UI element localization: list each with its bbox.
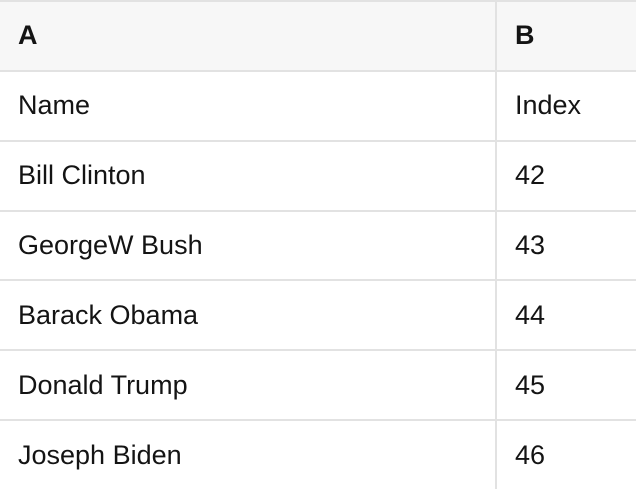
- table-row: Name Index: [0, 71, 636, 142]
- cell-column-a[interactable]: Name: [0, 71, 497, 140]
- cell-column-b[interactable]: Index: [515, 90, 582, 121]
- cell-column-a[interactable]: Bill Clinton: [0, 141, 497, 210]
- cell-column-b[interactable]: 46: [515, 439, 546, 470]
- column-header-b[interactable]: B: [515, 20, 535, 51]
- cell-column-b[interactable]: 42: [515, 160, 546, 191]
- table-row: Donald Trump 45: [0, 351, 636, 422]
- cell-column-b[interactable]: 45: [515, 369, 546, 400]
- table-row: Barack Obama 44: [0, 281, 636, 352]
- column-header-a[interactable]: A: [0, 2, 497, 70]
- cell-column-a[interactable]: Donald Trump: [0, 351, 497, 420]
- cell-column-b[interactable]: 44: [515, 299, 546, 330]
- column-header-row: A B: [0, 2, 636, 72]
- cell-column-a[interactable]: Barack Obama: [0, 281, 497, 350]
- table-row: Bill Clinton 42: [0, 141, 636, 212]
- table-row: Joseph Biden 46: [0, 421, 636, 489]
- cell-column-b[interactable]: 43: [515, 230, 546, 260]
- table-row: GeorgeW Bush 43: [0, 211, 636, 282]
- cell-column-a[interactable]: Joseph Biden: [0, 421, 497, 489]
- cell-column-a[interactable]: GeorgeW Bush: [0, 211, 497, 280]
